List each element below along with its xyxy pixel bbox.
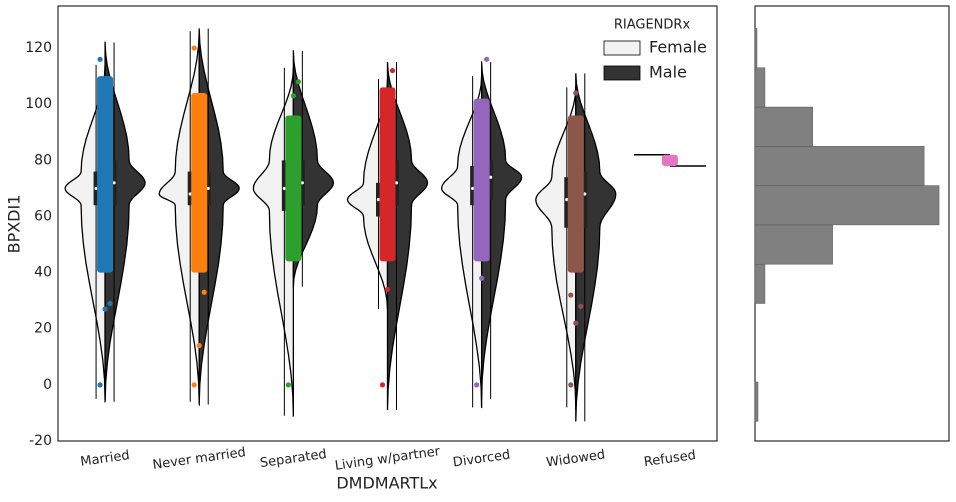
legend-label: Male: [649, 63, 687, 82]
box: [488, 160, 494, 200]
x-axis-label: DMDMARTLx: [336, 474, 437, 493]
x-tick-label: Refused: [643, 448, 697, 470]
strip-point: [568, 382, 574, 388]
median: [376, 198, 381, 202]
violin: [198, 28, 240, 407]
y-tick-label: 100: [25, 96, 52, 112]
histogram-bar: [754, 185, 940, 226]
strip-point: [97, 56, 103, 62]
violin: [104, 41, 146, 403]
violin: [158, 31, 200, 403]
strip-band: [191, 93, 208, 273]
y-tick-label: 40: [34, 265, 52, 281]
plot-frame: [57, 5, 718, 442]
median: [188, 192, 192, 196]
x-tick-label: Separated: [259, 447, 328, 471]
x-tick-label: Never married: [152, 445, 247, 473]
strip-point: [578, 303, 584, 309]
strip-point: [573, 320, 579, 326]
histogram-bar: [754, 106, 813, 147]
median: [565, 198, 569, 202]
strip-band: [473, 98, 490, 262]
strip-point: [484, 56, 490, 62]
strip-point: [474, 382, 480, 388]
legend-label: Female: [649, 38, 707, 57]
strip-band: [379, 87, 396, 262]
strip-point: [191, 382, 197, 388]
strip-point: [573, 90, 579, 96]
strip-point: [196, 342, 202, 349]
median: [282, 186, 286, 191]
legend-swatch: [603, 40, 641, 56]
box: [582, 171, 588, 228]
violin: [292, 50, 335, 289]
legend-title: RIAGENDRx: [614, 18, 691, 33]
median: [300, 181, 304, 185]
strip-point: [290, 93, 296, 99]
violin: [252, 66, 295, 418]
x-tick-label: Widowed: [545, 447, 606, 470]
violin: [64, 62, 106, 400]
y-tick-label: 80: [34, 152, 52, 168]
y-tick-label: 120: [25, 40, 52, 56]
violin: [480, 60, 523, 400]
median: [206, 186, 210, 191]
histogram-bar: [754, 146, 925, 186]
y-tick-label: 20: [34, 321, 52, 337]
histogram-bar: [754, 28, 758, 68]
violin: [575, 73, 617, 422]
box: [470, 165, 476, 206]
histogram-bar: [754, 224, 833, 265]
strip-point: [384, 286, 391, 293]
strip-point: [568, 292, 574, 298]
strip-point: [479, 275, 485, 281]
box: [187, 171, 193, 206]
strip-point: [201, 289, 207, 295]
box: [564, 177, 570, 228]
strip-point: [97, 382, 103, 388]
strip-point: [285, 382, 291, 388]
strip-band: [97, 76, 114, 273]
legend-swatch: [603, 65, 641, 81]
violin: [440, 74, 483, 409]
violin: [346, 78, 389, 310]
median: [94, 186, 98, 191]
histogram-bar: [754, 381, 759, 422]
y-tick-label: -20: [29, 433, 52, 449]
strip-band: [567, 115, 584, 273]
strip-point: [191, 45, 197, 51]
histogram-bar: [754, 263, 766, 304]
median: [394, 181, 399, 185]
y-axis-label: BPXDI1: [5, 195, 24, 254]
median: [489, 175, 493, 179]
x-tick-label: Living w/partner: [334, 444, 442, 474]
strip-band: [285, 115, 302, 262]
y-tick-label: 0: [43, 377, 52, 393]
box: [281, 160, 287, 211]
median: [471, 186, 475, 191]
violin: [386, 62, 429, 411]
median: [112, 181, 116, 185]
x-tick-label: Married: [80, 448, 131, 470]
strip-point: [295, 79, 301, 85]
y-tick-label: 60: [34, 208, 52, 224]
strip-point: [102, 306, 108, 312]
strip-point: [379, 382, 386, 388]
strip-band: [661, 154, 678, 166]
strip-point: [389, 67, 396, 74]
histogram-bar: [754, 67, 766, 108]
violin: [535, 85, 577, 410]
x-tick-label: Divorced: [452, 448, 511, 471]
strip-point: [107, 300, 113, 307]
median: [583, 192, 587, 196]
